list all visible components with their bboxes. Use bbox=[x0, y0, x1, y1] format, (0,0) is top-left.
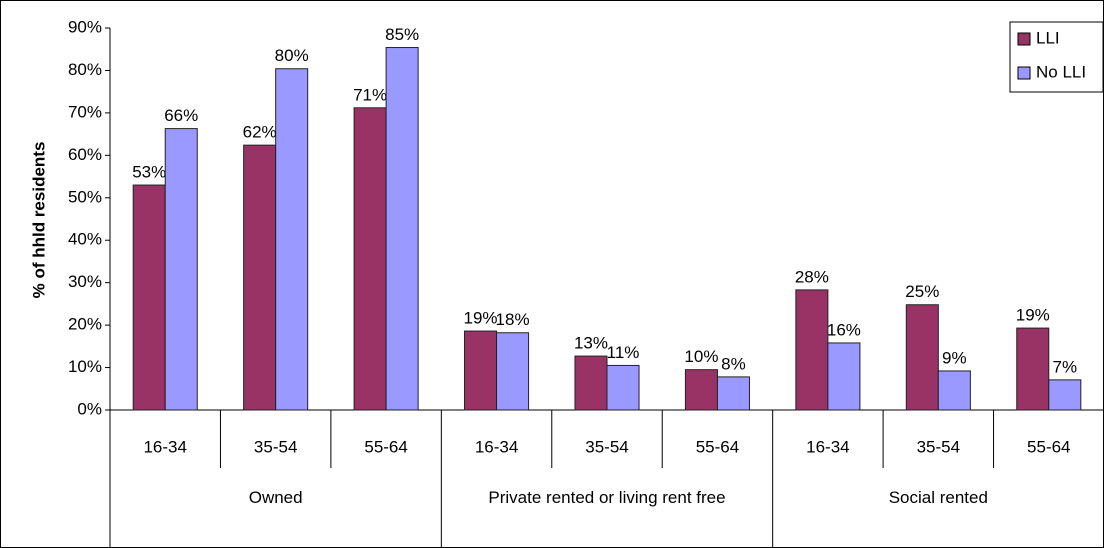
x-tick-label: 55-64 bbox=[364, 437, 407, 456]
data-label: 28% bbox=[795, 267, 829, 286]
bar bbox=[496, 332, 530, 411]
x-tick-label: 35-54 bbox=[917, 437, 960, 456]
data-label: 71% bbox=[353, 85, 387, 104]
bar bbox=[937, 370, 971, 411]
x-tick-label: 16-34 bbox=[475, 437, 518, 456]
legend-swatch bbox=[1017, 66, 1031, 80]
x-tick-label: 55-64 bbox=[696, 437, 739, 456]
bar bbox=[716, 376, 750, 411]
bar bbox=[1016, 327, 1050, 411]
data-label: 25% bbox=[905, 282, 939, 301]
data-label: 9% bbox=[942, 348, 967, 367]
data-label: 18% bbox=[496, 310, 530, 329]
group-label: Social rented bbox=[888, 488, 988, 507]
data-label: 8% bbox=[721, 354, 746, 373]
data-label: 66% bbox=[164, 106, 198, 125]
bar bbox=[385, 47, 419, 411]
y-tick-label: 10% bbox=[68, 357, 102, 376]
data-label: 19% bbox=[1016, 306, 1050, 325]
bar bbox=[905, 304, 939, 411]
legend-swatch bbox=[1017, 32, 1031, 46]
y-tick-label: 40% bbox=[68, 230, 102, 249]
data-label: 10% bbox=[684, 347, 718, 366]
data-label: 85% bbox=[385, 25, 419, 44]
group-label: Owned bbox=[248, 488, 303, 507]
data-label: 53% bbox=[132, 163, 166, 182]
bar bbox=[606, 364, 640, 411]
bar bbox=[827, 342, 861, 411]
y-tick-label: 70% bbox=[68, 102, 102, 121]
legend-box bbox=[1009, 21, 1104, 93]
legend-label: No LLI bbox=[1036, 62, 1086, 81]
y-tick-label: 60% bbox=[68, 145, 102, 164]
y-axis-title: % of hhld residents bbox=[29, 142, 48, 299]
y-tick-label: 90% bbox=[68, 17, 102, 36]
bar bbox=[132, 184, 166, 411]
bar bbox=[684, 369, 718, 411]
x-tick-label: 16-34 bbox=[143, 437, 186, 456]
bar bbox=[795, 289, 829, 411]
x-tick-label: 35-54 bbox=[585, 437, 628, 456]
bar bbox=[464, 330, 498, 411]
data-label: 13% bbox=[574, 334, 608, 353]
x-tick-label: 35-54 bbox=[254, 437, 297, 456]
x-tick-label: 55-64 bbox=[1027, 437, 1070, 456]
y-tick-label: 50% bbox=[68, 187, 102, 206]
data-label: 7% bbox=[1053, 357, 1078, 376]
bar bbox=[164, 128, 198, 411]
data-label: 16% bbox=[827, 320, 861, 339]
y-tick-label: 30% bbox=[68, 272, 102, 291]
data-label: 11% bbox=[607, 343, 640, 362]
bar bbox=[1048, 379, 1082, 411]
data-label: 62% bbox=[243, 123, 277, 142]
x-tick-label: 16-34 bbox=[806, 437, 849, 456]
y-tick-label: 0% bbox=[77, 399, 102, 418]
bar bbox=[243, 144, 277, 411]
bar bbox=[275, 68, 309, 411]
data-label: 80% bbox=[275, 46, 309, 65]
y-tick-label: 80% bbox=[68, 60, 102, 79]
legend-label: LLI bbox=[1036, 28, 1060, 47]
data-label: 19% bbox=[464, 309, 498, 328]
bar bbox=[353, 107, 387, 411]
group-label: Private rented or living rent free bbox=[488, 488, 726, 507]
y-tick-label: 20% bbox=[68, 315, 102, 334]
bar bbox=[574, 355, 608, 411]
